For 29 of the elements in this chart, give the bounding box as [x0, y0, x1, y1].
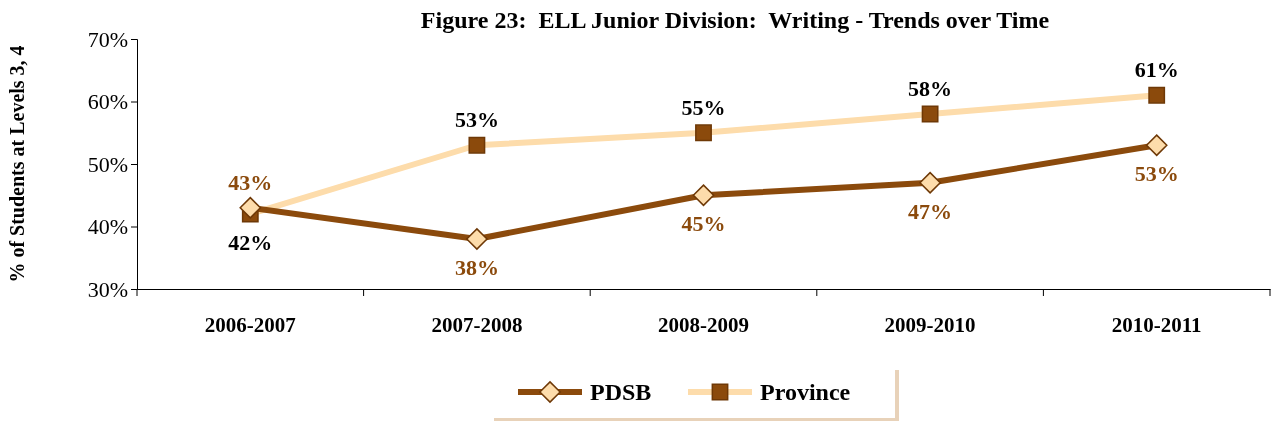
- data-label: 43%: [228, 169, 273, 195]
- point: [919, 171, 941, 194]
- y-tick-label: 40%: [87, 214, 128, 240]
- y-tick-label: 50%: [87, 151, 128, 177]
- data-label: 42%: [228, 230, 273, 255]
- x-tick-label: 2009-2010: [884, 312, 976, 337]
- point: [466, 228, 488, 250]
- point: [1145, 134, 1168, 157]
- data-label: 45%: [681, 211, 726, 237]
- x-tick-label: 2007-2008: [431, 312, 523, 337]
- x-tick-label: 2008-2009: [658, 312, 749, 337]
- data-label: 58%: [908, 76, 953, 101]
- data-label: 53%: [1134, 161, 1179, 187]
- data-label: 53%: [454, 107, 499, 133]
- legend-label: PDSB: [590, 379, 652, 405]
- data-label: 61%: [1134, 57, 1179, 83]
- point: [692, 184, 715, 207]
- y-axis-title: % of Students at Levels 3, 4: [6, 45, 28, 283]
- y-tick-label: 60%: [87, 89, 128, 115]
- data-label: 55%: [681, 94, 726, 120]
- chart-title: Figure 23: ELL Junior Division: Writing - Trends over Time: [420, 7, 1050, 33]
- x-tick-label: 2006-2007: [204, 312, 296, 337]
- data-label: 38%: [454, 255, 499, 280]
- y-tick-label: 30%: [87, 276, 128, 302]
- point: [239, 196, 262, 219]
- data-label: 47%: [908, 198, 953, 224]
- x-tick-label: 2010-2011: [1111, 312, 1202, 337]
- legend-label: Province: [760, 379, 851, 405]
- y-tick-label: 70%: [87, 26, 128, 52]
